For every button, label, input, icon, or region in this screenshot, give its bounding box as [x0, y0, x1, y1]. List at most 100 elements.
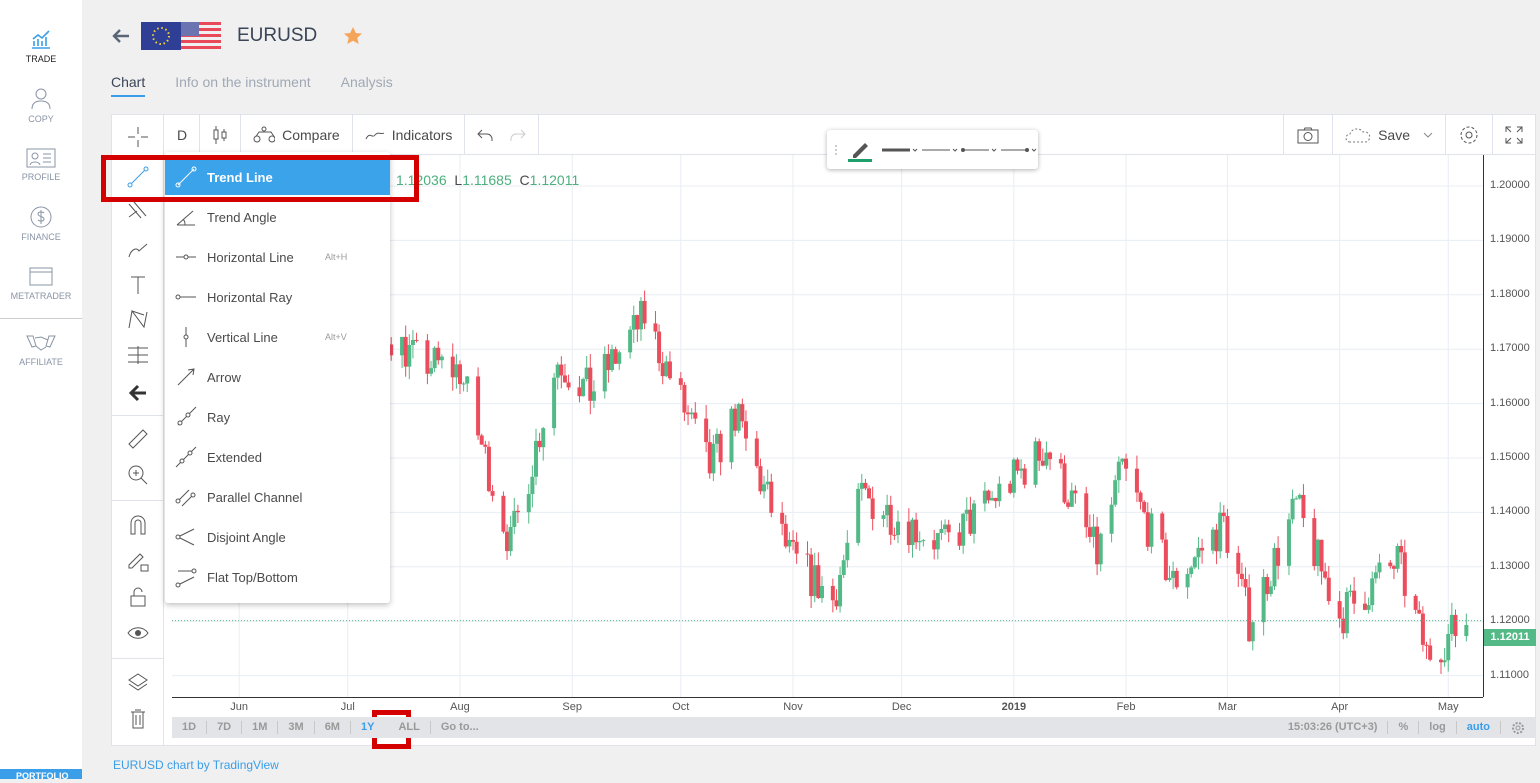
menu-item-label: Trend Angle — [207, 209, 277, 225]
sidebar-divider — [0, 318, 82, 319]
chevron-down-icon — [1423, 132, 1433, 138]
trash-icon[interactable] — [126, 707, 150, 731]
indicators-button[interactable]: Indicators — [353, 114, 466, 155]
menu-item-label: Extended — [207, 449, 262, 465]
menu-item-horizontal-ray[interactable]: Horizontal Ray — [165, 279, 390, 315]
tab-info[interactable]: Info on the instrument — [175, 74, 311, 90]
candle-body — [718, 433, 723, 463]
right-end-icon[interactable] — [999, 145, 1038, 155]
candle-body — [577, 387, 582, 397]
goto-button[interactable]: Go to... — [440, 721, 479, 733]
trend-angle-icon — [176, 210, 195, 226]
range-1d[interactable]: 1D — [172, 721, 208, 734]
brush-tool-icon[interactable] — [126, 237, 150, 261]
compare-button[interactable]: Compare — [241, 114, 353, 155]
back-arrow-icon[interactable] — [111, 28, 131, 44]
layers-icon[interactable] — [126, 671, 150, 695]
price-tick: 1.15000 — [1490, 451, 1530, 463]
auto-toggle[interactable]: auto — [1457, 721, 1501, 734]
pattern-tool-icon[interactable] — [126, 307, 150, 331]
drag-handle-icon[interactable] — [833, 143, 839, 157]
range-all[interactable]: ALL — [384, 721, 431, 734]
redo-icon[interactable] — [510, 128, 527, 142]
lock-drawings-icon[interactable] — [126, 549, 150, 573]
candle-body — [743, 421, 748, 439]
price-tick: 1.11000 — [1490, 668, 1529, 681]
candle-body — [1189, 567, 1194, 574]
candle-body — [986, 490, 991, 501]
crosshair-icon[interactable] — [126, 125, 150, 149]
candle-body — [483, 444, 488, 447]
range-3m[interactable]: 3M — [278, 721, 315, 734]
remove-arrow-icon[interactable] — [126, 381, 150, 405]
line-width-icon[interactable] — [880, 145, 919, 155]
magnet-icon[interactable] — [126, 513, 150, 537]
candle-body — [758, 466, 763, 492]
text-tool-icon[interactable] — [126, 273, 150, 297]
sidebar-item-metatrader[interactable]: METATRADER — [0, 267, 82, 301]
chart-settings-button[interactable] — [1501, 721, 1535, 735]
menu-item-flat-top-bottom[interactable]: Flat Top/Bottom — [165, 559, 390, 595]
screenshot-button[interactable] — [1283, 115, 1332, 155]
candle-body — [1265, 577, 1270, 595]
save-button[interactable]: Save — [1332, 115, 1445, 155]
tab-chart[interactable]: Chart — [111, 74, 146, 97]
candle-body — [1069, 490, 1074, 507]
line-color-icon[interactable] — [845, 137, 875, 163]
menu-item-vertical-line[interactable]: Vertical Line Alt+V — [165, 319, 390, 355]
candle-body — [729, 408, 734, 463]
sidebar-item-trade[interactable]: TRADE — [0, 28, 82, 64]
zoom-in-icon[interactable] — [126, 463, 150, 487]
candle-body — [541, 428, 546, 448]
fullscreen-button[interactable] — [1492, 115, 1535, 155]
menu-item-arrow[interactable]: Arrow — [165, 359, 390, 395]
menu-item-parallel-channel[interactable]: Parallel Channel — [165, 479, 390, 515]
price-axis[interactable]: 1.20000 1.19000 1.18000 1.17000 1.16000 1.150… — [1483, 155, 1536, 697]
trend-line-tool-icon[interactable] — [126, 165, 150, 189]
menu-item-horizontal-line[interactable]: Horizontal Line Alt+H — [165, 239, 390, 275]
fib-tool-icon[interactable] — [126, 199, 150, 223]
menu-item-trend-line[interactable]: Trend Line — [165, 159, 390, 195]
eye-icon[interactable] — [126, 621, 150, 645]
menu-item-trend-angle[interactable]: Trend Angle — [165, 199, 390, 235]
range-6m[interactable]: 6M — [315, 721, 351, 734]
range-7d[interactable]: 7D — [207, 721, 243, 734]
sidebar-item-finance[interactable]: FINANCE — [0, 206, 82, 242]
candle-body — [584, 367, 589, 380]
candle-body — [1362, 603, 1367, 610]
interval-button[interactable]: D — [165, 114, 201, 155]
menu-item-ray[interactable]: Ray — [165, 399, 390, 435]
candle-body — [635, 315, 640, 330]
candle-body — [1366, 605, 1371, 610]
sidebar-item-profile[interactable]: PROFILE — [0, 148, 82, 182]
candle-body — [867, 488, 872, 499]
prediction-tool-icon[interactable] — [126, 343, 150, 367]
tradingview-credit-link[interactable]: EURUSD chart by TradingView — [113, 758, 279, 772]
candle-body — [1341, 618, 1346, 634]
candle-body — [403, 336, 408, 367]
favorite-star-icon[interactable] — [343, 26, 363, 46]
menu-item-disjoint-angle[interactable]: Disjoint Angle — [165, 519, 390, 555]
unlock-icon[interactable] — [126, 585, 150, 609]
time-axis[interactable]: Jun Jul Aug Sep Oct Nov Dec 2019 Feb Mar Apr May — [172, 697, 1483, 717]
ohlc-legend: 1.12036 L1.11685 C1.12011 — [396, 172, 580, 188]
time-tick: Dec — [891, 701, 912, 713]
left-end-icon[interactable] — [959, 145, 998, 155]
portfolio-button[interactable]: PORTFOLIO — [0, 769, 82, 781]
percent-toggle[interactable]: % — [1388, 721, 1420, 734]
menu-item-extended[interactable]: Extended — [165, 439, 390, 475]
sidebar-item-copy[interactable]: COPY — [0, 86, 82, 124]
undo-icon[interactable] — [477, 128, 493, 142]
range-1y[interactable]: 1Y — [360, 721, 375, 733]
sidebar-item-affiliate[interactable]: AFFILIATE — [0, 333, 82, 367]
candle-body — [1192, 557, 1197, 568]
drawing-tools-menu: Trend Line Trend Angle Horizontal Line Alt+… — [165, 152, 390, 603]
chart-type-button[interactable] — [200, 114, 242, 155]
log-toggle[interactable]: log — [1419, 721, 1457, 734]
tab-analysis[interactable]: Analysis — [340, 74, 393, 90]
ruler-icon[interactable] — [126, 427, 150, 451]
settings-button[interactable] — [1445, 115, 1492, 155]
candle-body — [1323, 571, 1328, 578]
line-style-icon[interactable] — [920, 145, 959, 155]
range-1m[interactable]: 1M — [242, 721, 279, 734]
